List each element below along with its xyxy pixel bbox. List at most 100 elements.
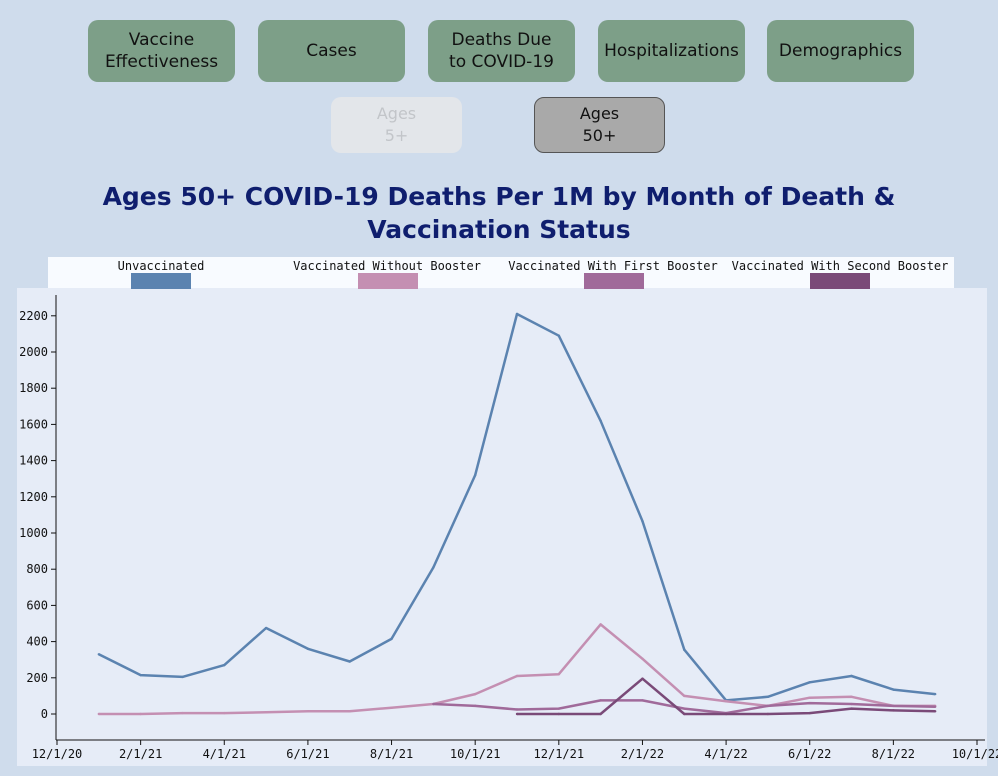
data-point-unvaccinated [766, 695, 770, 699]
legend-swatch-second_booster [810, 273, 870, 289]
data-point-no_booster [97, 712, 101, 716]
legend: Unvaccinated Vaccinated Without Booster Va… [118, 259, 949, 289]
data-point-unvaccinated [139, 673, 142, 677]
y-tick-label: 1800 [19, 381, 48, 395]
data-point-unvaccinated [808, 681, 811, 684]
data-point-second_booster [683, 712, 686, 716]
nav-button-vaccine-effectiveness[interactable]: Vaccine Effectiveness [88, 20, 235, 82]
data-point-first_booster [557, 707, 561, 710]
data-point-no_booster [390, 706, 393, 709]
data-point-unvaccinated [933, 692, 937, 696]
data-point-unvaccinated [473, 473, 477, 477]
data-point-second_booster [724, 712, 728, 716]
data-point-second_booster [766, 712, 770, 716]
axes: 0 200 400 600 800 1000 1200 1400 1600 1800 2000 220… [19, 295, 998, 761]
x-tick-label: 2/1/21 [119, 747, 162, 761]
data-point-unvaccinated [683, 648, 686, 651]
age-toggle-50plus[interactable]: Ages 50+ [534, 97, 665, 153]
y-tick-label: 2200 [19, 309, 48, 323]
data-point-unvaccinated [306, 647, 310, 651]
y-tick-label: 2000 [19, 345, 48, 359]
nav-button-hospitalizations[interactable]: Hospitalizations [598, 20, 745, 82]
data-point-unvaccinated [850, 674, 853, 678]
data-point-second_booster [557, 712, 561, 716]
data-point-no_booster [641, 657, 644, 660]
data-point-unvaccinated [390, 637, 393, 641]
data-point-first_booster [892, 704, 895, 708]
data-point-second_booster [933, 710, 937, 713]
data-point-no_booster [724, 700, 728, 703]
x-tick-label: 6/1/22 [788, 747, 831, 761]
series-line-first_booster [433, 699, 936, 715]
data-point-second_booster [892, 709, 895, 712]
legend-label-second_booster: Vaccinated With Second Booster [732, 259, 949, 273]
data-point-first_booster [515, 708, 519, 711]
nav-button-cases[interactable]: Cases [258, 20, 405, 82]
legend-swatch-unvaccinated [131, 273, 191, 289]
series-lines [97, 312, 937, 716]
x-tick-label: 2/1/22 [621, 747, 664, 761]
data-point-no_booster [223, 711, 226, 715]
y-tick-label: 800 [26, 562, 48, 576]
data-point-unvaccinated [223, 663, 226, 667]
data-point-second_booster [850, 707, 853, 710]
x-tick-label: 8/1/21 [370, 747, 413, 761]
y-tick-label: 0 [41, 707, 48, 721]
data-point-unvaccinated [181, 675, 184, 679]
data-point-no_booster [808, 696, 811, 699]
nav-button-deaths[interactable]: Deaths Due to COVID-19 [428, 20, 575, 82]
data-point-first_booster [432, 702, 435, 706]
legend-swatch-first_booster [584, 273, 644, 289]
y-tick-label: 1400 [19, 454, 48, 468]
x-tick-label: 4/1/21 [203, 747, 246, 761]
data-point-first_booster [683, 707, 686, 710]
data-point-unvaccinated [432, 566, 435, 569]
data-point-unvaccinated [641, 520, 644, 523]
series-line-no_booster [98, 623, 936, 716]
data-point-unvaccinated [892, 688, 895, 691]
data-point-first_booster [473, 704, 477, 708]
data-point-unvaccinated [599, 419, 602, 422]
data-point-second_booster [641, 677, 644, 680]
x-tick-label: 10/1/21 [450, 747, 501, 761]
legend-label-no_booster: Vaccinated Without Booster [293, 259, 481, 273]
data-point-no_booster [139, 712, 142, 716]
data-point-second_booster [599, 712, 602, 716]
x-tick-label: 12/1/21 [534, 747, 585, 761]
data-point-unvaccinated [264, 626, 268, 630]
legend-swatch-no_booster [358, 273, 418, 289]
data-point-first_booster [641, 699, 644, 702]
x-tick-label: 8/1/22 [872, 747, 915, 761]
age-toggle-5plus[interactable]: Ages 5+ [331, 97, 462, 153]
data-point-no_booster [473, 692, 477, 696]
x-tick-label: 4/1/22 [704, 747, 747, 761]
data-point-no_booster [683, 694, 686, 698]
data-point-unvaccinated [97, 653, 101, 656]
y-tick-label: 200 [26, 671, 48, 685]
y-tick-label: 1000 [19, 526, 48, 540]
data-point-unvaccinated [348, 660, 351, 663]
y-tick-label: 1200 [19, 490, 48, 504]
data-point-no_booster [515, 674, 519, 678]
y-tick-label: 400 [26, 635, 48, 649]
data-point-first_booster [766, 704, 770, 708]
data-point-no_booster [264, 710, 268, 714]
y-tick-label: 1600 [19, 417, 48, 431]
data-point-first_booster [599, 699, 602, 702]
data-point-no_booster [306, 710, 310, 713]
data-point-no_booster [850, 695, 853, 699]
x-tick-label: 10/1/22 [952, 747, 998, 761]
x-tick-label: 6/1/21 [286, 747, 329, 761]
data-point-no_booster [348, 710, 351, 713]
data-point-no_booster [181, 711, 184, 715]
legend-label-unvaccinated: Unvaccinated [118, 259, 205, 273]
y-tick-label: 600 [26, 598, 48, 612]
data-point-unvaccinated [515, 312, 519, 316]
nav-button-demographics[interactable]: Demographics [767, 20, 914, 82]
data-point-no_booster [599, 623, 602, 626]
data-point-unvaccinated [557, 334, 561, 337]
data-point-second_booster [808, 711, 811, 715]
data-point-no_booster [557, 672, 561, 676]
data-point-first_booster [850, 702, 853, 706]
